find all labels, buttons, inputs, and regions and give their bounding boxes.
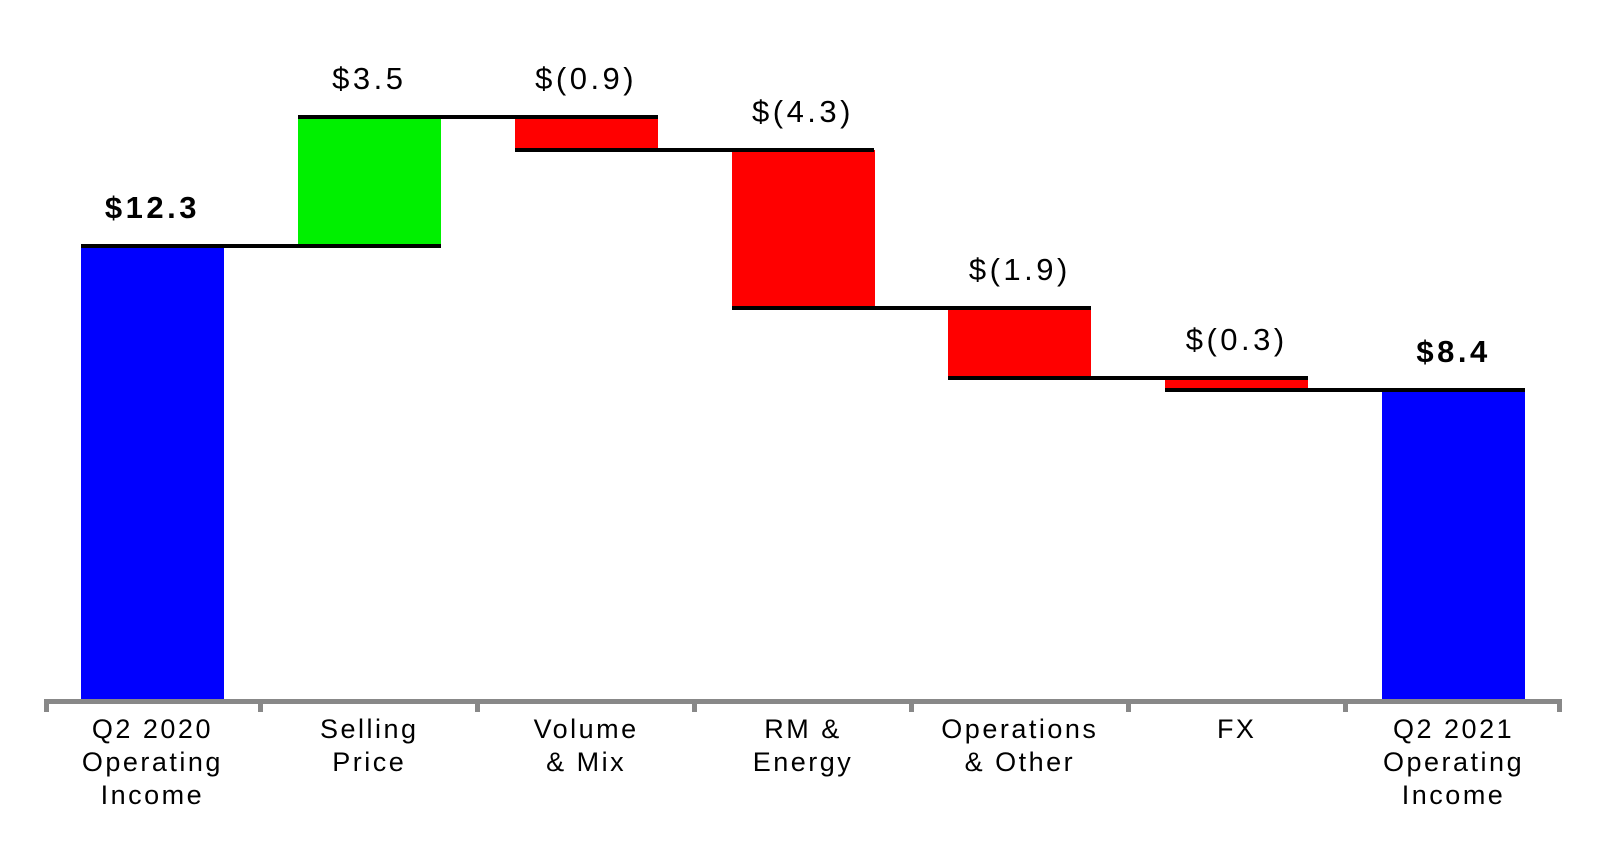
value-label-q2-2021-operating-income: $8.4	[1416, 333, 1491, 369]
category-label-line: Price	[332, 747, 407, 777]
waterfall-bar-q2-2021-operating-income	[1382, 389, 1526, 699]
category-label-line: Operations	[941, 714, 1099, 744]
value-label-volume-mix: $(0.9)	[535, 60, 638, 96]
category-label-line: RM &	[764, 714, 842, 744]
category-label-rm-energy: RM & Energy	[695, 713, 912, 779]
category-label-line: Q2 2021	[1393, 714, 1515, 744]
connector-line	[948, 376, 1309, 381]
axis-tick	[692, 699, 698, 712]
waterfall-bar-fx	[1165, 378, 1309, 390]
category-label-line: Q2 2020	[91, 714, 213, 744]
waterfall-bar-operations-other	[948, 308, 1092, 379]
category-label-line: Volume	[533, 714, 639, 744]
connector-line	[297, 114, 658, 119]
waterfall-bar-selling-price	[297, 116, 441, 246]
axis-tick	[1125, 699, 1131, 712]
value-label-rm-energy: $(4.3)	[752, 94, 854, 130]
category-label-line: Income	[100, 780, 205, 810]
category-label-q2-2021-operating-income: Q2 2021 Operating Income	[1345, 713, 1562, 812]
axis-tick	[44, 699, 49, 712]
value-label-operations-other: $(1.9)	[968, 252, 1071, 288]
axis-tick	[908, 699, 914, 712]
value-label-q2-2020-operating-income: $12.3	[104, 189, 200, 225]
connector-line	[731, 306, 1092, 311]
waterfall-bar-volume-mix	[514, 116, 658, 151]
category-label-line: Operating	[81, 747, 223, 777]
category-label-line: Energy	[752, 747, 854, 777]
axis-tick	[258, 699, 264, 712]
category-label-line: Selling	[319, 714, 419, 744]
axis-tick	[1557, 699, 1562, 712]
connector-line	[514, 148, 875, 153]
waterfall-bar-q2-2020-operating-income	[80, 245, 224, 699]
category-label-line: Income	[1401, 780, 1506, 810]
connector-line	[80, 243, 441, 248]
category-label-selling-price: Selling Price	[261, 713, 478, 779]
axis-tick	[475, 699, 481, 712]
category-label-line: & Other	[964, 747, 1076, 777]
category-label-volume-mix: Volume & Mix	[478, 713, 695, 779]
category-label-fx: FX	[1128, 713, 1345, 746]
waterfall-bar-rm-energy	[731, 150, 875, 309]
category-label-line: Operating	[1383, 747, 1525, 777]
value-label-fx: $(0.3)	[1185, 322, 1288, 358]
category-label-q2-2020-operating-income: Q2 2020 Operating Income	[44, 713, 261, 812]
connector-line	[1165, 387, 1526, 392]
value-label-selling-price: $3.5	[332, 60, 407, 96]
category-label-line: FX	[1216, 714, 1257, 744]
category-label-line: & Mix	[546, 747, 627, 777]
category-label-operations-other: Operations & Other	[911, 713, 1128, 779]
axis-tick	[1342, 699, 1348, 712]
x-axis	[44, 699, 1562, 704]
